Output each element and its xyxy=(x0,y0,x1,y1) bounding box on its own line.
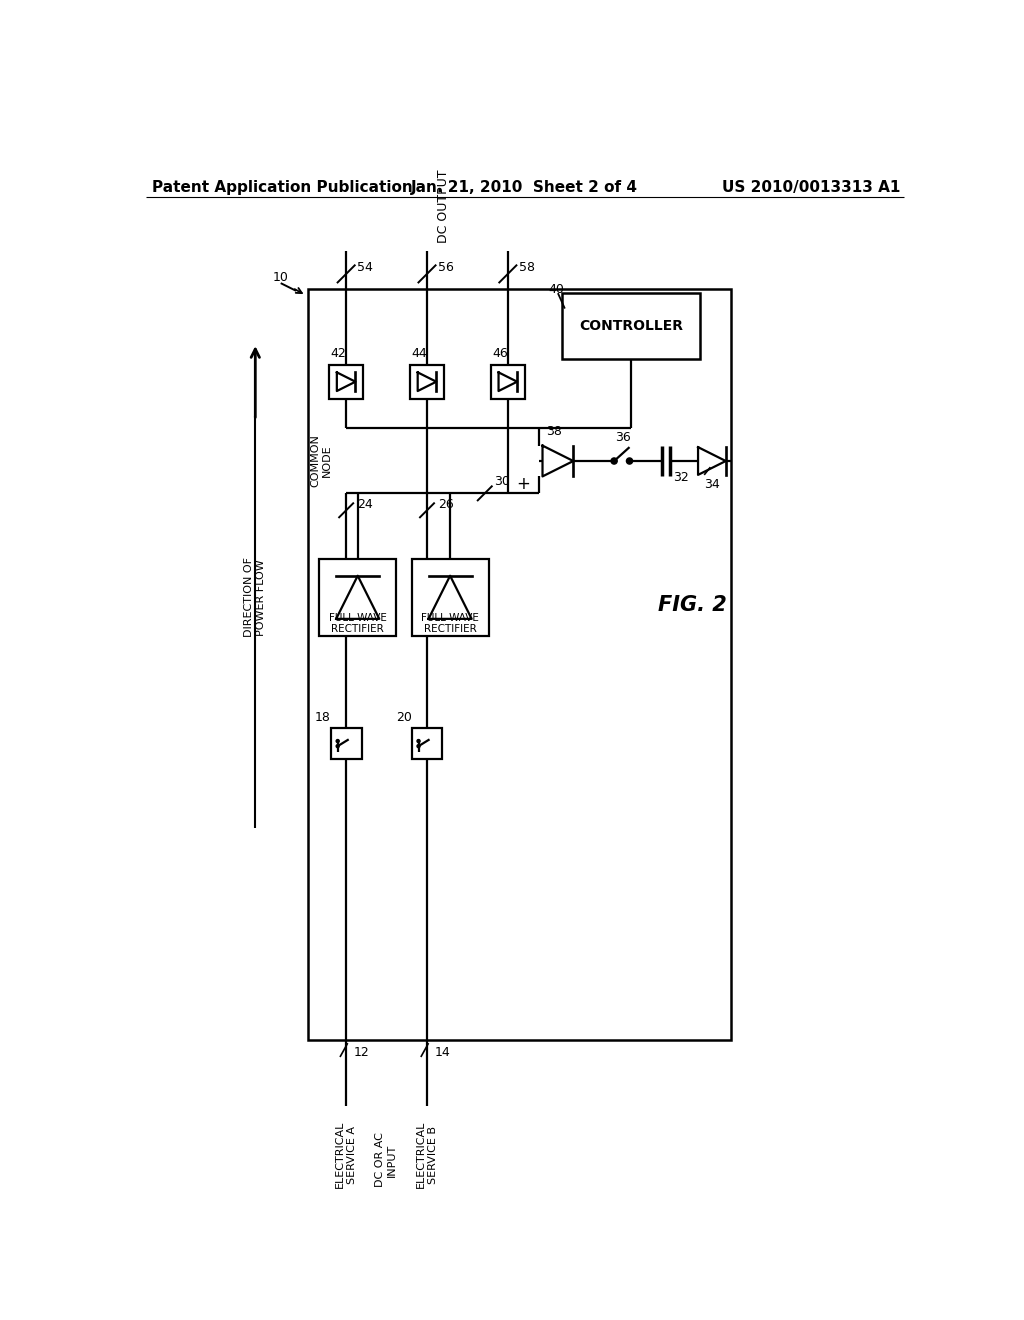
Text: 10: 10 xyxy=(273,271,289,284)
Text: 42: 42 xyxy=(331,347,346,360)
Bar xyxy=(307,289,731,1040)
Text: 34: 34 xyxy=(705,478,720,491)
Circle shape xyxy=(336,744,339,747)
Bar xyxy=(412,558,488,636)
Bar xyxy=(412,729,442,759)
Text: ELECTRICAL
SERVICE A: ELECTRICAL SERVICE A xyxy=(335,1121,357,1188)
Bar xyxy=(490,364,525,399)
Text: 32: 32 xyxy=(673,471,689,484)
Bar xyxy=(319,558,396,636)
Text: +: + xyxy=(516,475,530,494)
Text: CONTROLLER: CONTROLLER xyxy=(579,319,683,333)
Text: DIRECTION OF
POWER FLOW: DIRECTION OF POWER FLOW xyxy=(245,557,266,638)
Text: Jan. 21, 2010  Sheet 2 of 4: Jan. 21, 2010 Sheet 2 of 4 xyxy=(412,180,638,195)
Text: DC OUTPUT: DC OUTPUT xyxy=(437,169,450,243)
Text: 14: 14 xyxy=(435,1047,451,1059)
Circle shape xyxy=(336,739,339,743)
Text: 46: 46 xyxy=(493,347,508,360)
Bar xyxy=(331,729,361,759)
Text: 58: 58 xyxy=(518,261,535,275)
Text: 38: 38 xyxy=(547,425,562,438)
Text: Patent Application Publication: Patent Application Publication xyxy=(153,180,413,195)
Text: ELECTRICAL
SERVICE B: ELECTRICAL SERVICE B xyxy=(416,1121,438,1188)
Text: COMMON
NODE: COMMON NODE xyxy=(310,434,332,487)
Text: FULL WAVE
RECTIFIER: FULL WAVE RECTIFIER xyxy=(329,612,387,635)
Text: 44: 44 xyxy=(412,347,427,360)
Circle shape xyxy=(417,739,420,743)
Text: 24: 24 xyxy=(357,498,373,511)
Text: 30: 30 xyxy=(494,475,510,488)
Text: FIG. 2: FIG. 2 xyxy=(658,595,727,615)
Bar xyxy=(410,364,444,399)
Text: 36: 36 xyxy=(615,432,631,445)
Text: 20: 20 xyxy=(395,711,412,723)
Bar xyxy=(330,364,364,399)
Text: US 2010/0013313 A1: US 2010/0013313 A1 xyxy=(722,180,900,195)
Text: FULL WAVE
RECTIFIER: FULL WAVE RECTIFIER xyxy=(421,612,479,635)
Text: 26: 26 xyxy=(438,498,454,511)
Text: DC OR AC
INPUT: DC OR AC INPUT xyxy=(376,1133,397,1187)
Bar xyxy=(562,293,700,359)
Text: 40: 40 xyxy=(548,282,564,296)
Text: 12: 12 xyxy=(354,1047,370,1059)
Text: 54: 54 xyxy=(357,261,373,275)
Circle shape xyxy=(611,458,617,465)
Circle shape xyxy=(627,458,633,465)
Text: 18: 18 xyxy=(315,711,331,723)
Text: 56: 56 xyxy=(438,261,454,275)
Circle shape xyxy=(417,744,420,747)
